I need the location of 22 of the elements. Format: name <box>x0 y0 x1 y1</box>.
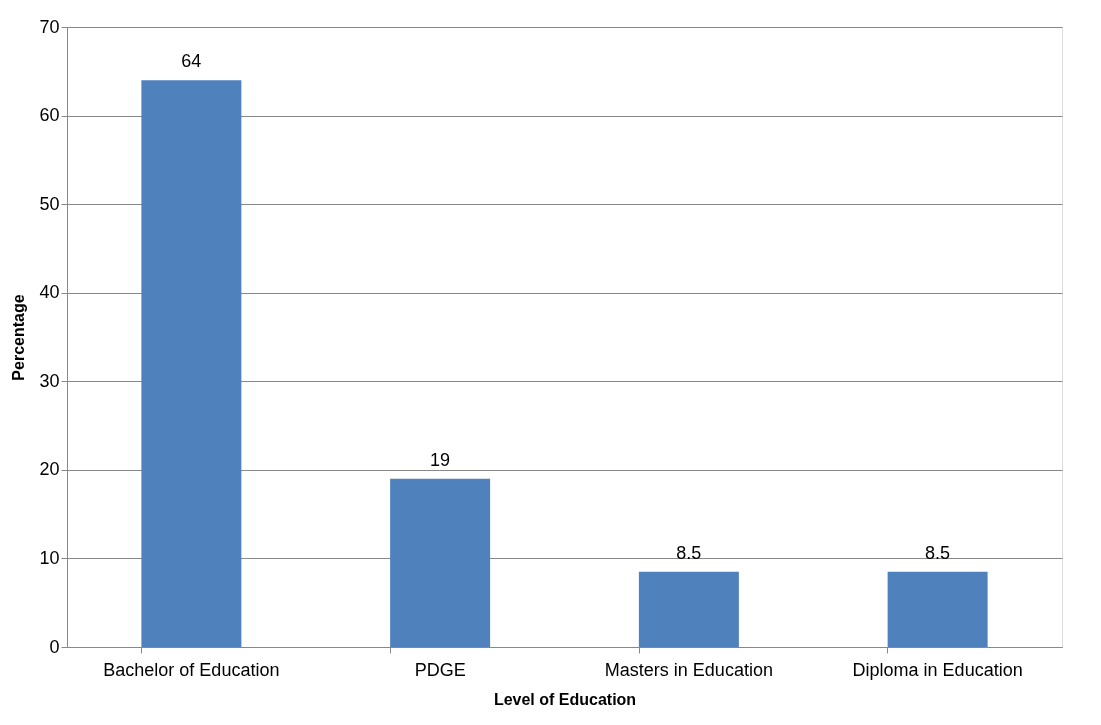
bar <box>638 571 739 647</box>
x-tick-label: Masters in Education <box>604 659 773 680</box>
y-tick-label: 30 <box>39 370 60 391</box>
data-label: 19 <box>430 449 451 470</box>
bar <box>390 478 491 647</box>
y-axis-title: Percentage <box>10 294 28 381</box>
data-label: 64 <box>181 51 202 72</box>
data-label: 8.5 <box>925 542 951 563</box>
y-tick-label: 20 <box>39 459 60 480</box>
x-tick-label: Diploma in Education <box>852 659 1023 680</box>
y-tick-label: 10 <box>39 547 60 568</box>
x-tick-label: PDGE <box>414 659 466 680</box>
bar <box>141 80 242 647</box>
y-tick-label: 0 <box>49 636 60 657</box>
y-tick-label: 40 <box>39 282 60 303</box>
y-tick-label: 70 <box>39 16 60 37</box>
x-tick-label: Bachelor of Education <box>103 659 280 680</box>
data-label: 8.5 <box>676 542 702 563</box>
bar <box>887 571 988 647</box>
x-axis-title: Level of Education <box>493 690 637 708</box>
y-tick-label: 60 <box>39 105 60 126</box>
y-tick-label: 50 <box>39 193 60 214</box>
